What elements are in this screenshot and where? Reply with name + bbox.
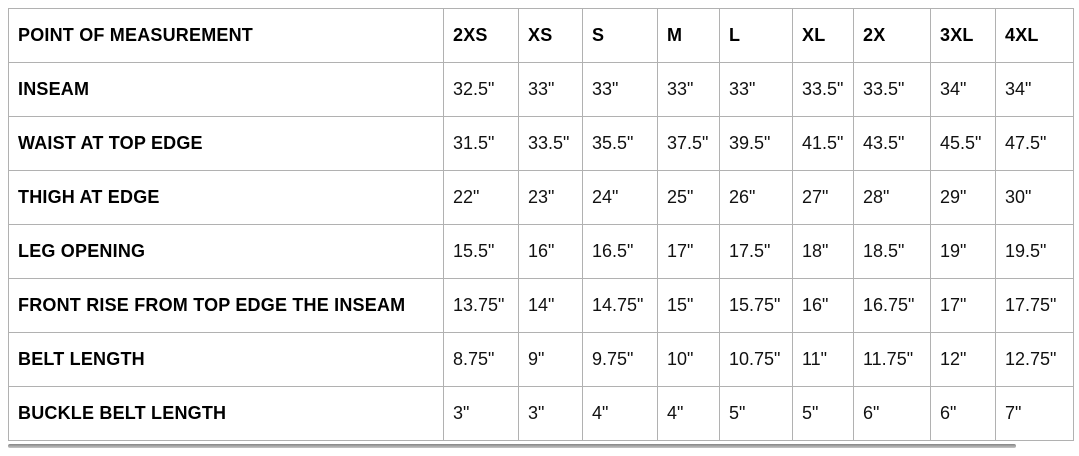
row-label: BUCKLE BELT LENGTH <box>8 386 444 441</box>
measurement-cell: 17" <box>657 224 720 279</box>
measurement-cell: 27" <box>792 170 854 225</box>
measurement-cell: 16.5" <box>582 224 658 279</box>
measurement-cell: 17.75" <box>995 278 1074 333</box>
measurement-cell: 13.75" <box>443 278 519 333</box>
measurement-cell: 23" <box>518 170 583 225</box>
horizontal-scrollbar-thumb[interactable] <box>8 444 1016 448</box>
measurement-cell: 12" <box>930 332 996 387</box>
measurement-cell: 14" <box>518 278 583 333</box>
measurement-cell: 3" <box>443 386 519 441</box>
measurement-cell: 10.75" <box>719 332 793 387</box>
measurement-cell: 17" <box>930 278 996 333</box>
measurement-cell: 41.5" <box>792 116 854 171</box>
measurement-cell: 5" <box>719 386 793 441</box>
row-label: FRONT RISE FROM TOP EDGE THE INSEAM <box>8 278 444 333</box>
column-header-size: 2XS <box>443 8 519 63</box>
table-row: BUCKLE BELT LENGTH 3" 3" 4" 4" 5" 5" 6" 6" 7" <box>8 386 1074 441</box>
table-row: LEG OPENING 15.5" 16" 16.5" 17" 17.5" 18" 18.5"… <box>8 224 1074 279</box>
column-header-size: XS <box>518 8 583 63</box>
row-label: THIGH AT EDGE <box>8 170 444 225</box>
measurement-cell: 37.5" <box>657 116 720 171</box>
measurement-cell: 4" <box>657 386 720 441</box>
measurement-cell: 17.5" <box>719 224 793 279</box>
measurement-cell: 19.5" <box>995 224 1074 279</box>
measurement-cell: 16.75" <box>853 278 931 333</box>
measurement-cell: 10" <box>657 332 720 387</box>
column-header-size: M <box>657 8 720 63</box>
measurement-cell: 11" <box>792 332 854 387</box>
measurement-cell: 35.5" <box>582 116 658 171</box>
table-row: WAIST AT TOP EDGE 31.5" 33.5" 35.5" 37.5" 39.… <box>8 116 1074 171</box>
measurement-cell: 14.75" <box>582 278 658 333</box>
measurement-cell: 33.5" <box>853 62 931 117</box>
table-body: INSEAM 32.5" 33" 33" 33" 33" 33.5" 33.5" 34" 34" W… <box>8 62 1074 441</box>
column-header-point-of-measurement: POINT OF MEASUREMENT <box>8 8 444 63</box>
measurement-cell: 43.5" <box>853 116 931 171</box>
measurement-cell: 9" <box>518 332 583 387</box>
measurement-cell: 34" <box>995 62 1074 117</box>
measurement-cell: 22" <box>443 170 519 225</box>
measurement-cell: 16" <box>518 224 583 279</box>
measurement-cell: 4" <box>582 386 658 441</box>
measurement-cell: 30" <box>995 170 1074 225</box>
measurement-cell: 24" <box>582 170 658 225</box>
measurement-cell: 47.5" <box>995 116 1074 171</box>
row-label: LEG OPENING <box>8 224 444 279</box>
column-header-size: 3XL <box>930 8 996 63</box>
measurement-cell: 15.5" <box>443 224 519 279</box>
measurement-cell: 18" <box>792 224 854 279</box>
measurement-cell: 18.5" <box>853 224 931 279</box>
measurement-cell: 3" <box>518 386 583 441</box>
measurement-cell: 33.5" <box>792 62 854 117</box>
measurement-cell: 45.5" <box>930 116 996 171</box>
table-row: THIGH AT EDGE 22" 23" 24" 25" 26" 27" 28" 29" 30" <box>8 170 1074 225</box>
measurement-cell: 7" <box>995 386 1074 441</box>
measurement-cell: 11.75" <box>853 332 931 387</box>
measurement-cell: 34" <box>930 62 996 117</box>
measurement-cell: 6" <box>853 386 931 441</box>
table-row: INSEAM 32.5" 33" 33" 33" 33" 33.5" 33.5" 34" 34" <box>8 62 1074 117</box>
column-header-size: 4XL <box>995 8 1074 63</box>
measurement-cell: 33" <box>657 62 720 117</box>
measurement-cell: 8.75" <box>443 332 519 387</box>
measurement-cell: 5" <box>792 386 854 441</box>
measurement-cell: 31.5" <box>443 116 519 171</box>
header-row: POINT OF MEASUREMENT 2XS XS S M L XL 2X 3XL 4XL <box>8 8 1074 63</box>
table-row: FRONT RISE FROM TOP EDGE THE INSEAM 13.75… <box>8 278 1074 333</box>
column-header-size: S <box>582 8 658 63</box>
row-label: BELT LENGTH <box>8 332 444 387</box>
measurement-cell: 39.5" <box>719 116 793 171</box>
horizontal-scrollbar-track <box>8 443 1074 449</box>
measurement-cell: 6" <box>930 386 996 441</box>
measurement-cell: 15.75" <box>719 278 793 333</box>
row-label: INSEAM <box>8 62 444 117</box>
measurement-cell: 25" <box>657 170 720 225</box>
measurement-cell: 33" <box>582 62 658 117</box>
measurement-cell: 33" <box>719 62 793 117</box>
measurement-cell: 33" <box>518 62 583 117</box>
measurement-cell: 33.5" <box>518 116 583 171</box>
measurement-cell: 32.5" <box>443 62 519 117</box>
measurement-cell: 15" <box>657 278 720 333</box>
measurement-cell: 12.75" <box>995 332 1074 387</box>
table-row: BELT LENGTH 8.75" 9" 9.75" 10" 10.75" 11" 11.75… <box>8 332 1074 387</box>
measurement-cell: 9.75" <box>582 332 658 387</box>
column-header-size: XL <box>792 8 854 63</box>
column-header-size: 2X <box>853 8 931 63</box>
measurement-cell: 28" <box>853 170 931 225</box>
measurement-cell: 19" <box>930 224 996 279</box>
row-label: WAIST AT TOP EDGE <box>8 116 444 171</box>
measurement-cell: 26" <box>719 170 793 225</box>
measurement-cell: 29" <box>930 170 996 225</box>
column-header-size: L <box>719 8 793 63</box>
size-chart-table: POINT OF MEASUREMENT 2XS XS S M L XL 2X 3XL 4XL I… <box>8 8 1074 441</box>
measurement-cell: 16" <box>792 278 854 333</box>
